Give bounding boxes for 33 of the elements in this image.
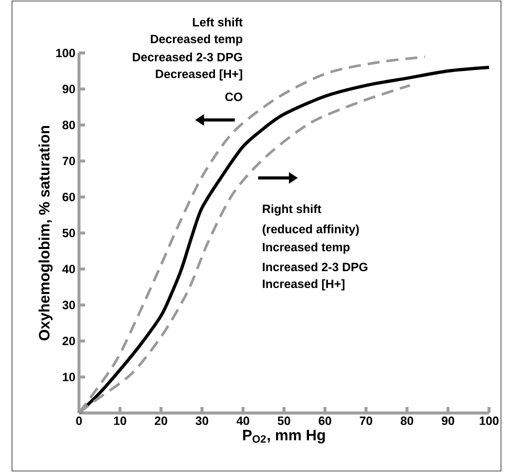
x-tick-label: 90 bbox=[442, 416, 454, 426]
text: Left shift bbox=[192, 18, 243, 26]
y-tick-label: 80 bbox=[62, 120, 75, 130]
annotation: Increased 2-3 DPG bbox=[262, 262, 368, 272]
y-tick-label: 100 bbox=[56, 48, 75, 58]
annotation: Decreased 2-3 DPG bbox=[132, 52, 242, 62]
y-tick-label: 10 bbox=[62, 372, 75, 382]
x-tick-label: 30 bbox=[196, 416, 208, 426]
x-tick-label: 50 bbox=[278, 416, 290, 426]
y-tick-label: 40 bbox=[62, 264, 75, 274]
x-tick-label: 70 bbox=[360, 416, 372, 426]
x-tick-label: 80 bbox=[400, 416, 414, 426]
y-tick-label: 70 bbox=[62, 156, 75, 166]
y-tick-label: 50 bbox=[62, 228, 75, 238]
y-tick-label: 20 bbox=[62, 336, 75, 346]
y-tick-label: 30 bbox=[62, 300, 75, 310]
annotation: Decreased [H+] bbox=[156, 69, 242, 81]
y-axis-title: Oxyhemoglobim, % saturation bbox=[38, 126, 53, 340]
annotation: (reduced affinity) bbox=[262, 224, 359, 236]
x-tick-label: 60 bbox=[318, 416, 332, 426]
x-axis-title: P$_{O2}$, mm Hg bbox=[243, 430, 325, 444]
x-tick-label: 10 bbox=[114, 416, 126, 426]
x-tick-label: 0 bbox=[76, 416, 82, 426]
y-tick-label: 90 bbox=[62, 84, 75, 94]
annotation: Right shift bbox=[262, 204, 322, 216]
y-tick-label: 60 bbox=[62, 192, 75, 202]
annotation: Increased [H+] bbox=[262, 279, 344, 290]
x-tick-label: 20 bbox=[154, 416, 168, 426]
annotation: Increased temp bbox=[262, 242, 350, 254]
annotation: CO bbox=[225, 92, 242, 102]
x-tick-label: 100 bbox=[480, 416, 499, 426]
x-tick-label: 40 bbox=[236, 416, 250, 426]
text: Decreased temp bbox=[150, 34, 242, 46]
